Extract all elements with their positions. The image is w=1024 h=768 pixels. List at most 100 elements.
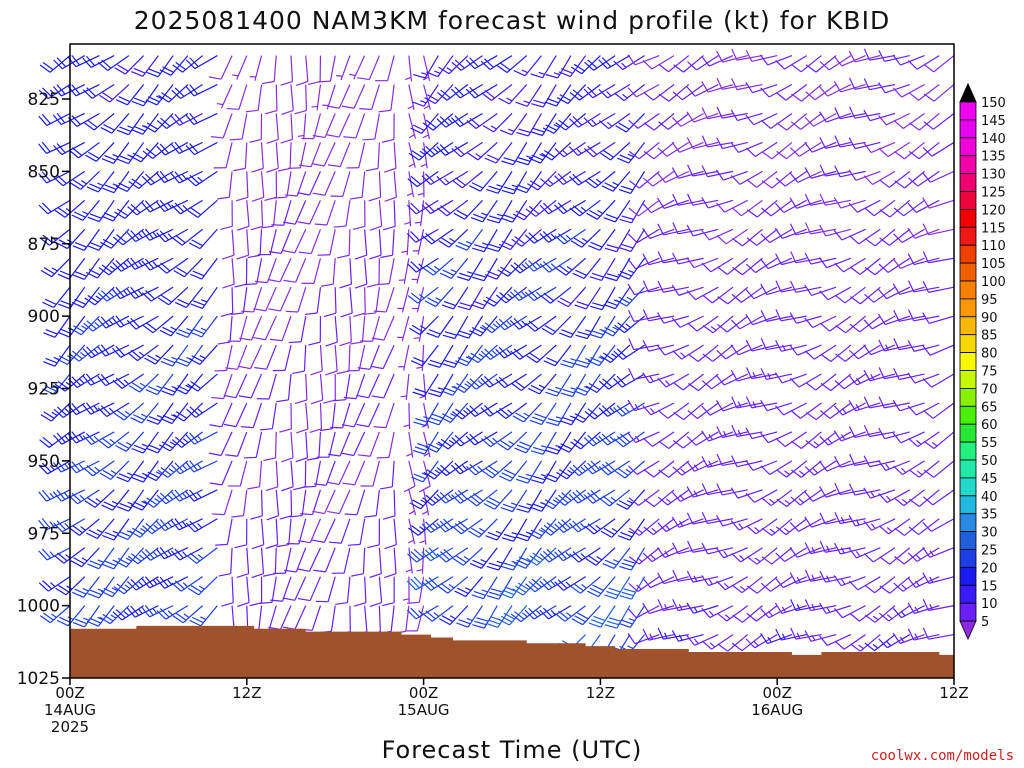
wind-barb [268, 286, 292, 312]
wind-barb [745, 489, 778, 503]
wind-barb [923, 113, 955, 130]
colorbar-tick-label: 40 [981, 490, 998, 505]
wind-barb [317, 229, 336, 256]
wind-barb [407, 547, 439, 563]
wind-barb [569, 547, 601, 563]
wind-barb [702, 344, 734, 362]
wind-barb [146, 431, 174, 454]
wind-barb [530, 460, 557, 484]
wind-barb [402, 576, 410, 603]
wind-barb [819, 540, 851, 553]
wind-barb [338, 605, 351, 636]
wind-barb [486, 171, 513, 194]
colorbar-swatch [959, 280, 977, 300]
wind-barb [376, 431, 395, 459]
wind-barb [268, 605, 292, 631]
colorbar-swatch [959, 459, 977, 479]
wind-barb [671, 141, 704, 153]
wind-barb [701, 165, 734, 178]
wind-barb [53, 55, 86, 70]
wind-barb [746, 199, 778, 218]
wind-barb [893, 368, 925, 381]
wind-barb [894, 547, 925, 565]
wind-barb [922, 546, 955, 558]
wind-barb [672, 193, 704, 206]
wind-barb [509, 315, 542, 330]
wind-barb [863, 455, 896, 468]
wind-barb [731, 286, 763, 303]
wind-barb [702, 286, 734, 304]
wind-barb [922, 312, 955, 324]
wind-barb [560, 344, 587, 368]
wind-barb [879, 576, 911, 594]
colorbar-swatch [959, 584, 977, 604]
wind-barb [717, 315, 749, 333]
wind-barb [326, 460, 351, 486]
wind-barb [465, 431, 498, 446]
wind-barb [111, 315, 144, 328]
wind-barb [38, 518, 71, 531]
wind-barb [893, 460, 925, 476]
colorbar-tick-label: 75 [981, 365, 998, 380]
wind-barb [805, 55, 837, 73]
wind-barb [863, 141, 896, 154]
wind-barb [922, 599, 955, 612]
wind-barb [156, 170, 189, 184]
wind-barb [894, 141, 925, 160]
wind-barb [438, 55, 469, 75]
wind-barb [349, 171, 366, 200]
wind-barb [789, 572, 822, 585]
wind-barb [378, 605, 395, 634]
wind-barb [256, 373, 277, 400]
wind-barb [310, 373, 324, 405]
wind-barb [671, 516, 704, 528]
wind-barb [69, 170, 100, 190]
wind-barb [128, 373, 159, 393]
wind-barb [312, 171, 336, 196]
wind-barb [327, 142, 351, 168]
wind-barb [320, 258, 336, 287]
wind-barb [368, 171, 382, 202]
wind-barb [486, 228, 513, 253]
wind-barb [97, 373, 130, 387]
wind-barb [598, 112, 631, 130]
wind-barb [657, 402, 690, 419]
wind-barb [102, 171, 130, 194]
wind-barb [483, 489, 513, 510]
wind-barb [295, 431, 309, 463]
wind-barb [282, 576, 307, 601]
wind-barb [328, 518, 351, 544]
wind-barb [314, 200, 336, 226]
wind-barb [71, 199, 100, 221]
wind-barb [370, 344, 395, 370]
wind-barb [87, 199, 115, 223]
wind-barb [227, 460, 248, 487]
wind-barb [131, 460, 159, 483]
wind-barb [403, 460, 416, 493]
wind-barb [524, 257, 557, 272]
wind-barb [101, 199, 130, 222]
wind-barb [745, 427, 778, 440]
wind-barb [583, 141, 616, 158]
wind-barb [833, 197, 866, 209]
wind-barb [583, 112, 616, 128]
wind-barb [849, 453, 881, 466]
wind-barb [554, 518, 586, 533]
wind-barb [642, 628, 675, 641]
wind-barb [363, 287, 380, 315]
wind-barb [436, 489, 469, 504]
wind-barb [893, 489, 925, 507]
wind-barb [687, 55, 719, 71]
wind-barb [297, 200, 322, 225]
wind-barb [237, 576, 250, 608]
wind-barb [790, 251, 822, 264]
wind-barb [259, 576, 277, 604]
wind-barb [746, 228, 778, 246]
wind-barb [616, 489, 646, 510]
wind-barb [468, 518, 498, 538]
wind-barb [834, 135, 866, 148]
colorbar-swatch [959, 602, 977, 622]
wind-barb [82, 344, 115, 359]
wind-barb [371, 315, 395, 341]
wind-barb [116, 113, 145, 136]
